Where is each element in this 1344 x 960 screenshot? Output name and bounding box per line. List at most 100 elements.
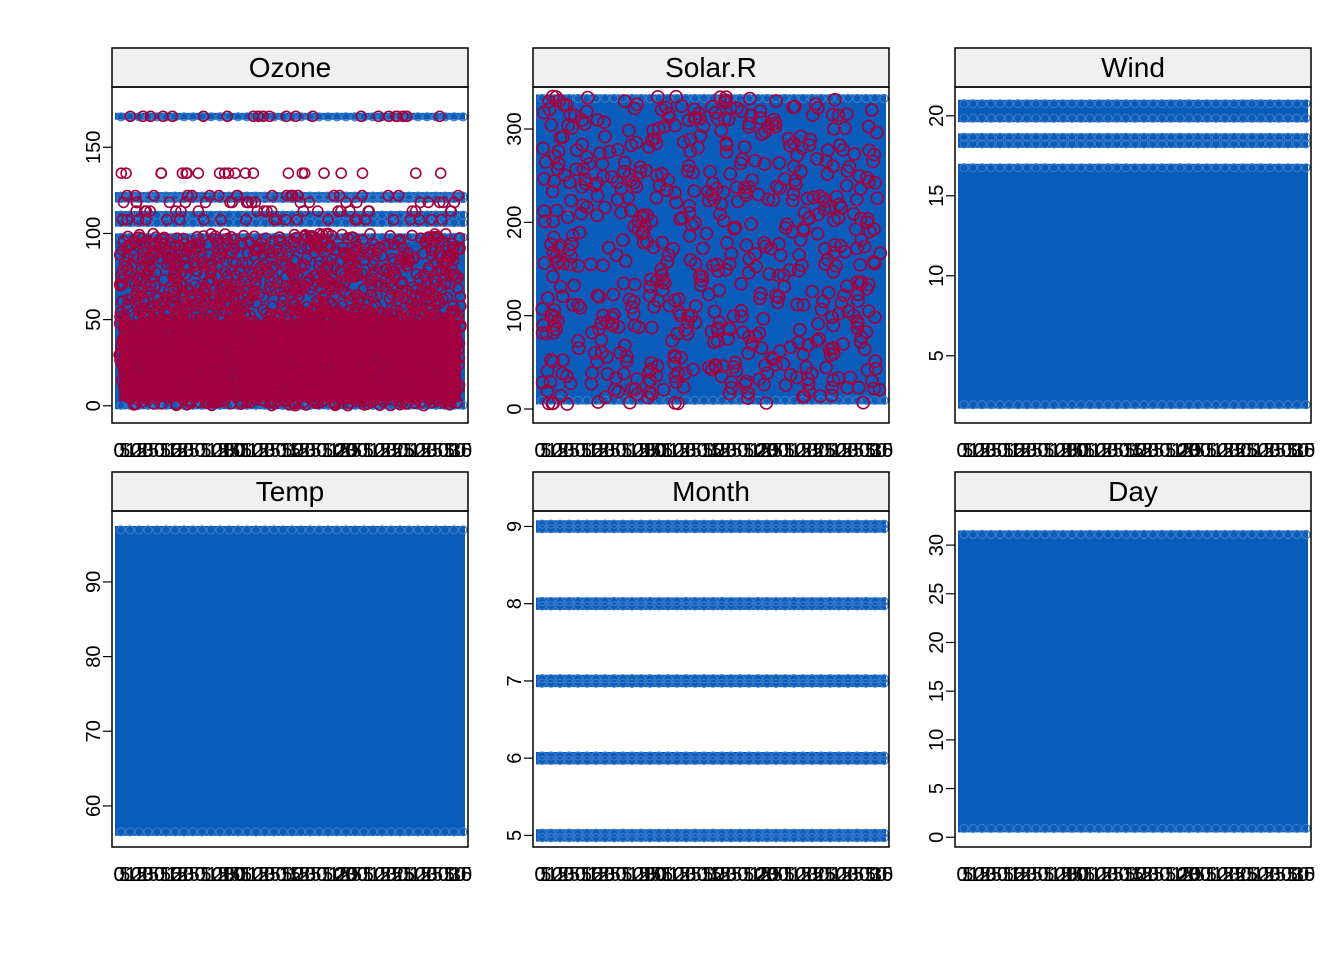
imputed-point	[668, 350, 682, 364]
x-tick-label: 25	[137, 864, 159, 886]
imputed-point	[551, 240, 566, 255]
imputed-point	[734, 309, 749, 324]
imputed-point	[617, 94, 632, 108]
x-tick-label: 20	[415, 864, 437, 886]
x-tick-label: 0	[438, 864, 449, 886]
observed-point	[1175, 163, 1185, 173]
observed-point	[1094, 400, 1104, 410]
imputed-point	[424, 304, 437, 317]
observed-point	[368, 112, 378, 122]
imputed-point	[441, 256, 454, 268]
observed-point	[986, 99, 996, 109]
x-tick-label: 0	[276, 864, 287, 886]
imputed-point	[626, 306, 641, 321]
imputed-point	[285, 261, 297, 274]
observed-point	[1067, 132, 1077, 142]
observed-point	[395, 193, 405, 204]
observed-point	[1202, 163, 1212, 173]
x-tick-label: 25	[761, 864, 783, 886]
observed-point	[780, 828, 790, 838]
observed-point	[1166, 132, 1176, 142]
observed-point	[672, 519, 682, 529]
observed-point	[825, 828, 835, 838]
imputed-point	[186, 189, 198, 202]
observed-point	[1058, 132, 1068, 142]
x-tick-label: 30	[305, 864, 327, 886]
imputed-point	[813, 389, 828, 403]
observed-point	[717, 395, 727, 405]
observed-point	[555, 519, 565, 529]
imputed-point	[769, 288, 783, 303]
observed-point	[1013, 132, 1023, 142]
panel-frame	[954, 86, 1312, 424]
imputed-point	[622, 292, 637, 307]
panel-title: Ozone	[249, 52, 332, 83]
imputed-point	[212, 251, 224, 264]
imputed-point	[857, 342, 872, 357]
imputed-point	[248, 230, 261, 243]
observed-point	[609, 601, 619, 611]
observed-point	[582, 93, 592, 104]
imputed-point	[138, 302, 150, 315]
observed-point	[564, 828, 574, 838]
imputed-point	[595, 157, 610, 171]
observed-point	[762, 755, 772, 765]
observed-point	[1238, 113, 1248, 123]
observed-point	[986, 113, 996, 123]
observed-point	[717, 678, 727, 688]
observed-point	[323, 193, 333, 204]
observed-point	[780, 755, 790, 765]
x-tick-label: 25	[980, 440, 1002, 462]
observed-point	[1094, 823, 1104, 833]
imputed-point	[685, 218, 699, 233]
x-tick-label: 25	[842, 864, 864, 886]
imputed-point	[292, 189, 305, 202]
observed-point	[368, 191, 378, 201]
observed-point	[332, 827, 342, 837]
imputed-point	[741, 265, 756, 280]
observed-point	[1292, 400, 1302, 410]
observed-point	[986, 163, 996, 173]
x-tick-label: 0	[1078, 440, 1089, 462]
observed-point	[395, 827, 405, 837]
observed-point	[627, 751, 637, 761]
observed-point	[1040, 400, 1050, 410]
observed-point	[843, 395, 853, 405]
imputed-point	[873, 246, 888, 260]
x-tick-label: 20	[1258, 440, 1280, 462]
imputed-point	[567, 278, 581, 293]
x-tick-label: 10	[119, 440, 141, 462]
observed-point	[1157, 132, 1167, 142]
panel-frame	[532, 510, 890, 848]
imputed-point	[593, 146, 607, 161]
observed-point	[1292, 113, 1302, 123]
observed-point	[690, 601, 700, 611]
observed-point	[726, 524, 736, 534]
x-tick-label: 0	[1281, 864, 1292, 886]
observed-point	[735, 524, 745, 534]
x-tick-label: 30	[685, 440, 707, 462]
imputed-point	[241, 289, 254, 302]
imputed-point	[335, 205, 347, 217]
observed-point	[816, 755, 826, 765]
observed-point	[143, 525, 153, 535]
observed-point	[1184, 163, 1194, 173]
observed-point	[1049, 823, 1059, 833]
imputed-point	[337, 241, 349, 254]
imputed-point	[555, 366, 570, 381]
imputed-point	[148, 189, 160, 202]
imputed-point	[211, 237, 224, 250]
observed-point	[1049, 99, 1059, 109]
x-tick-label: 15	[1171, 864, 1193, 886]
imputed-point	[269, 284, 281, 296]
observed-point	[555, 828, 565, 838]
imputed-point	[600, 350, 614, 364]
observed-point	[753, 755, 763, 765]
x-tick-label: 10	[322, 440, 344, 462]
x-tick-label: 25	[980, 864, 1002, 886]
x-tick-label: 0	[1281, 440, 1292, 462]
x-tick-label: 0	[195, 864, 206, 886]
imputed-point	[597, 115, 611, 129]
observed-point	[825, 596, 835, 607]
plot-area	[535, 89, 889, 411]
